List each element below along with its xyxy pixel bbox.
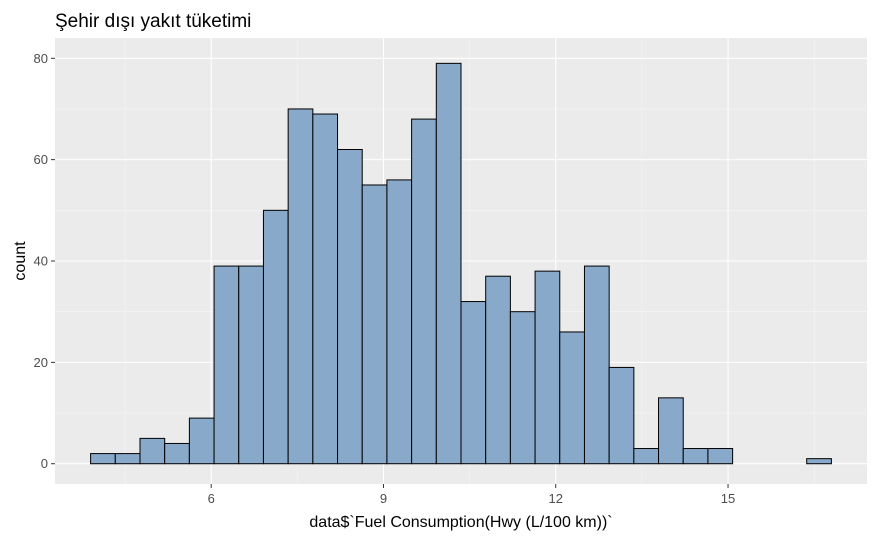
y-tick-label: 60	[34, 152, 48, 167]
histogram-bar-8	[287, 108, 314, 465]
histogram-bar-14	[435, 62, 462, 465]
histogram-bar-0	[90, 453, 116, 465]
histogram-bar-18	[534, 270, 561, 465]
histogram-bar-6	[238, 265, 264, 465]
y-axis: 0 20 40 60 80	[34, 51, 55, 471]
histogram-bar-5	[213, 265, 240, 465]
histogram-bar-19	[559, 331, 585, 465]
histogram-bar-12	[386, 179, 413, 465]
x-tick-label: 9	[380, 491, 387, 506]
y-tick-label: 80	[34, 51, 48, 66]
histogram-bar-9	[312, 113, 339, 465]
histogram-bar-7	[262, 209, 289, 465]
histogram-bar-1	[114, 453, 141, 465]
histogram-bar-3	[164, 442, 190, 465]
histogram-bar-4	[188, 417, 215, 465]
histogram-bar-25	[707, 448, 734, 465]
histogram-bar-16	[485, 275, 511, 465]
y-tick-label: 0	[41, 456, 48, 471]
histogram-bar-17	[509, 311, 536, 465]
x-axis-title: data$`Fuel Consumption(Hwy (L/100 km))`	[309, 514, 612, 531]
chart-title: Şehir dışı yakıt tüketimi	[55, 11, 251, 32]
histogram-bar-29	[806, 458, 832, 465]
y-tick-label: 20	[34, 355, 48, 370]
histogram-bar-20	[583, 265, 610, 465]
histogram-bar-23	[658, 397, 684, 465]
x-tick-label: 6	[208, 491, 215, 506]
x-tick-label: 15	[721, 491, 735, 506]
histogram-bar-15	[460, 301, 487, 465]
histogram-bar-11	[361, 184, 388, 465]
y-tick-label: 40	[34, 254, 48, 269]
y-axis-title: count	[12, 241, 29, 281]
histogram-bars	[90, 62, 832, 465]
histogram-bar-22	[633, 448, 660, 465]
histogram-bar-10	[337, 149, 363, 465]
histogram-bar-2	[139, 437, 166, 465]
histogram-bar-24	[682, 448, 709, 465]
x-tick-label: 12	[549, 491, 563, 506]
histogram-bar-21	[608, 366, 635, 465]
x-axis: 6 9 12 15	[208, 484, 735, 506]
histogram-bar-13	[411, 118, 437, 465]
